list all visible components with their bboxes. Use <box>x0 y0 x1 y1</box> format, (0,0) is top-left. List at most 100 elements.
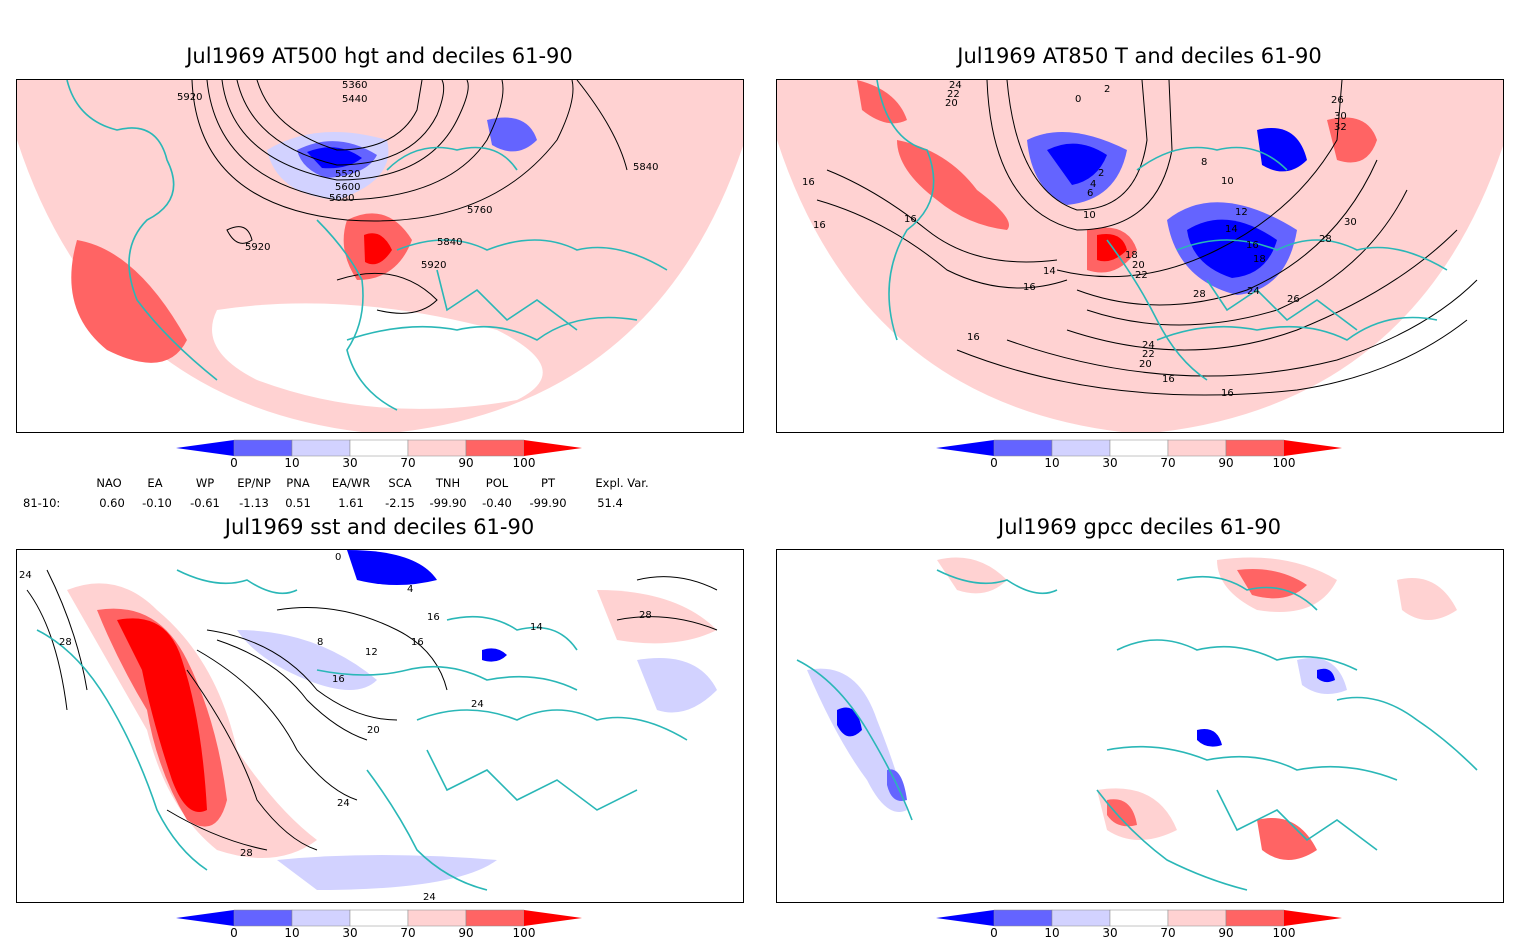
contour-label: 24 <box>337 798 350 809</box>
contour-label: 14 <box>530 622 543 633</box>
precip-region <box>807 668 907 812</box>
colorbar-tick-label: 90 <box>458 456 474 470</box>
contour-label: 5840 <box>437 237 462 248</box>
contour-label: 16 <box>813 220 826 231</box>
colorbar-swatch <box>1167 439 1227 457</box>
index-header: SCA <box>388 476 412 490</box>
index-value: 0.51 <box>285 496 311 510</box>
positive-anomaly-area <box>897 140 1009 230</box>
contour-label: 16 <box>1162 374 1175 385</box>
map-t850: 24 22 20 2 0 2 4 6 8 10 10 12 14 16 18 1… <box>777 80 1503 432</box>
colorbar-swatch <box>993 439 1053 457</box>
contour-label: 2 <box>1098 168 1104 179</box>
colorbar-swatch <box>1109 439 1169 457</box>
contour-label: 10 <box>1083 210 1096 221</box>
colorbar-tick-label: 10 <box>284 926 300 940</box>
contour-label: 32 <box>1334 122 1347 133</box>
colorbar-tick-label: 70 <box>400 926 416 940</box>
negative-anomaly-area <box>1257 128 1307 172</box>
precip-region <box>937 557 1007 594</box>
index-value: 0.60 <box>99 496 125 510</box>
contour-label: 4 <box>407 584 413 595</box>
colorbar-swatch <box>233 439 293 457</box>
index-header: Expl. Var. <box>595 476 649 490</box>
colorbar-swatch-high-arrow <box>524 440 582 456</box>
contour-label: 5440 <box>342 94 367 105</box>
colorbar-tick-label: 0 <box>990 456 998 470</box>
colorbar-tick-label: 70 <box>1160 926 1176 940</box>
contour-label: 10 <box>1221 176 1234 187</box>
contour-label: 24 <box>949 80 962 91</box>
colorbar-tick-label: 30 <box>342 926 358 940</box>
index-header: TNH <box>435 476 461 490</box>
colorbar-swatch <box>233 909 293 927</box>
contour-label: 16 <box>332 674 345 685</box>
coastline-overlay <box>796 569 1478 891</box>
contour-label: 5520 <box>335 169 360 180</box>
contour-label: 24 <box>19 570 32 581</box>
colorbar-swatches <box>176 909 582 927</box>
coastline-overlay <box>36 569 688 891</box>
colorbar-swatch <box>1051 909 1111 927</box>
index-value: -0.40 <box>482 496 512 510</box>
contour-label: 16 <box>967 332 980 343</box>
contour-label: 14 <box>1043 266 1056 277</box>
colorbar-swatch-low-arrow <box>176 910 234 926</box>
colorbar-tick-label: 100 <box>512 926 536 940</box>
index-header: NAO <box>96 476 122 490</box>
negative-anomaly-area <box>237 630 377 690</box>
precip-region <box>1257 818 1317 860</box>
colorbar-tick-label: 90 <box>1218 926 1234 940</box>
contour-label: 24 <box>1247 286 1260 297</box>
contour-label: 24 <box>423 892 436 903</box>
map-panel-hgt500: 5360 5440 5920 5520 5600 5680 5760 5840 … <box>16 79 744 433</box>
contour-label: 28 <box>1193 289 1206 300</box>
contour-label: 2 <box>1104 84 1110 95</box>
colorbar-swatch-low-arrow <box>176 440 234 456</box>
index-value: -0.61 <box>190 496 220 510</box>
colorbar-tick-label: 0 <box>990 926 998 940</box>
negative-anomaly-area <box>487 117 537 152</box>
sst-contours <box>26 569 718 851</box>
contour-label: 8 <box>1201 157 1207 168</box>
colorbar-swatch <box>465 909 525 927</box>
precip-region <box>1197 729 1222 747</box>
colorbar-tick-label: 0 <box>230 456 238 470</box>
contour-label: 20 <box>945 98 958 109</box>
contour-label: 28 <box>1319 234 1332 245</box>
index-value: -1.13 <box>239 496 269 510</box>
index-value: -99.90 <box>529 496 567 510</box>
index-header: EA/WR <box>331 476 371 490</box>
contour-label: 24 <box>471 699 484 710</box>
colorbar-swatch <box>1051 439 1111 457</box>
contour-label: 28 <box>639 610 652 621</box>
colorbar-tick-label: 100 <box>512 456 536 470</box>
colorbar-swatch-high-arrow <box>1284 440 1342 456</box>
contour-label: 28 <box>240 848 253 859</box>
colorbar-swatch <box>349 439 409 457</box>
panel-title-gpcc: Jul1969 gpcc deciles 61-90 <box>998 515 1281 539</box>
height-contours <box>191 80 628 314</box>
contour-label: 5600 <box>335 182 360 193</box>
colorbar-tick-label: 0 <box>230 926 238 940</box>
contour-label: 20 <box>367 725 380 736</box>
index-value: -99.90 <box>429 496 467 510</box>
teleconnection-indices: NAO EA WP EP/NP PNA EA/WR SCA TNH POL PT… <box>0 476 760 512</box>
positive-anomaly-area <box>364 233 392 265</box>
contour-label: 5360 <box>342 80 367 91</box>
colorbar-top-right: 0 10 30 70 90 100 <box>936 439 1346 471</box>
index-header: EA <box>147 476 163 490</box>
contour-label: 30 <box>1344 217 1357 228</box>
index-header: PNA <box>286 476 310 490</box>
panel-title-hgt500: Jul1969 AT500 hgt and deciles 61-90 <box>186 44 573 68</box>
coastline-overlay <box>66 80 668 411</box>
index-header: POL <box>485 476 509 490</box>
colorbar-swatch <box>407 439 467 457</box>
index-value: 51.4 <box>597 496 623 510</box>
contour-label: 18 <box>1125 250 1138 261</box>
contour-label: 16 <box>427 612 440 623</box>
colorbar-swatch <box>1109 909 1169 927</box>
colorbar-swatch-low-arrow <box>936 440 994 456</box>
colorbar-swatch <box>291 909 351 927</box>
colorbar-swatch-high-arrow <box>524 910 582 926</box>
